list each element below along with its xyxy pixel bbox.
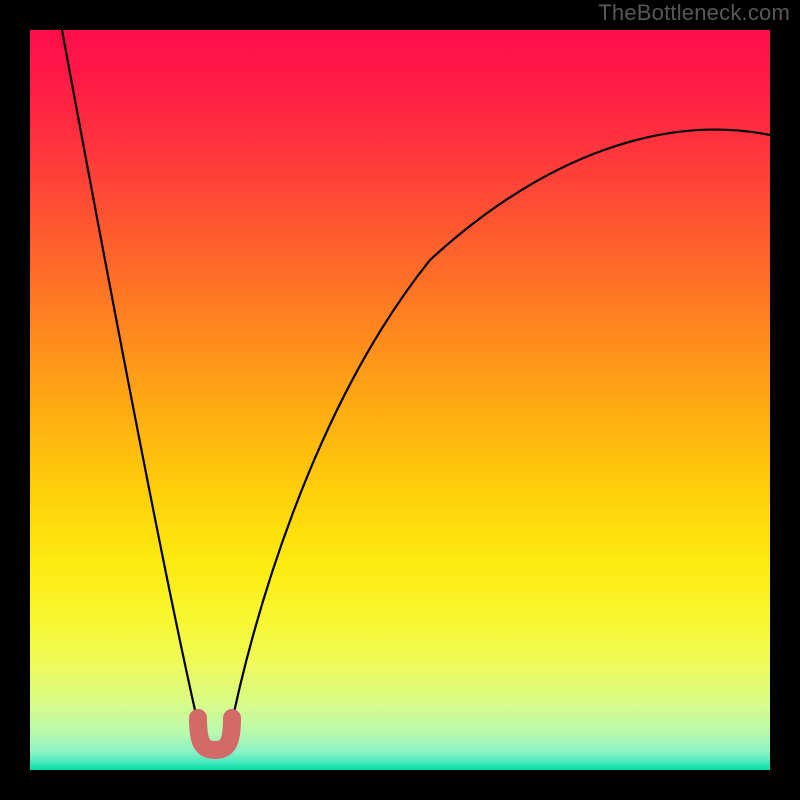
bottleneck-marker [198,718,232,750]
figure-root: TheBottleneck.com [0,0,800,800]
watermark-text: TheBottleneck.com [598,0,790,26]
curve-layer [30,30,770,770]
plot-area [30,30,770,770]
